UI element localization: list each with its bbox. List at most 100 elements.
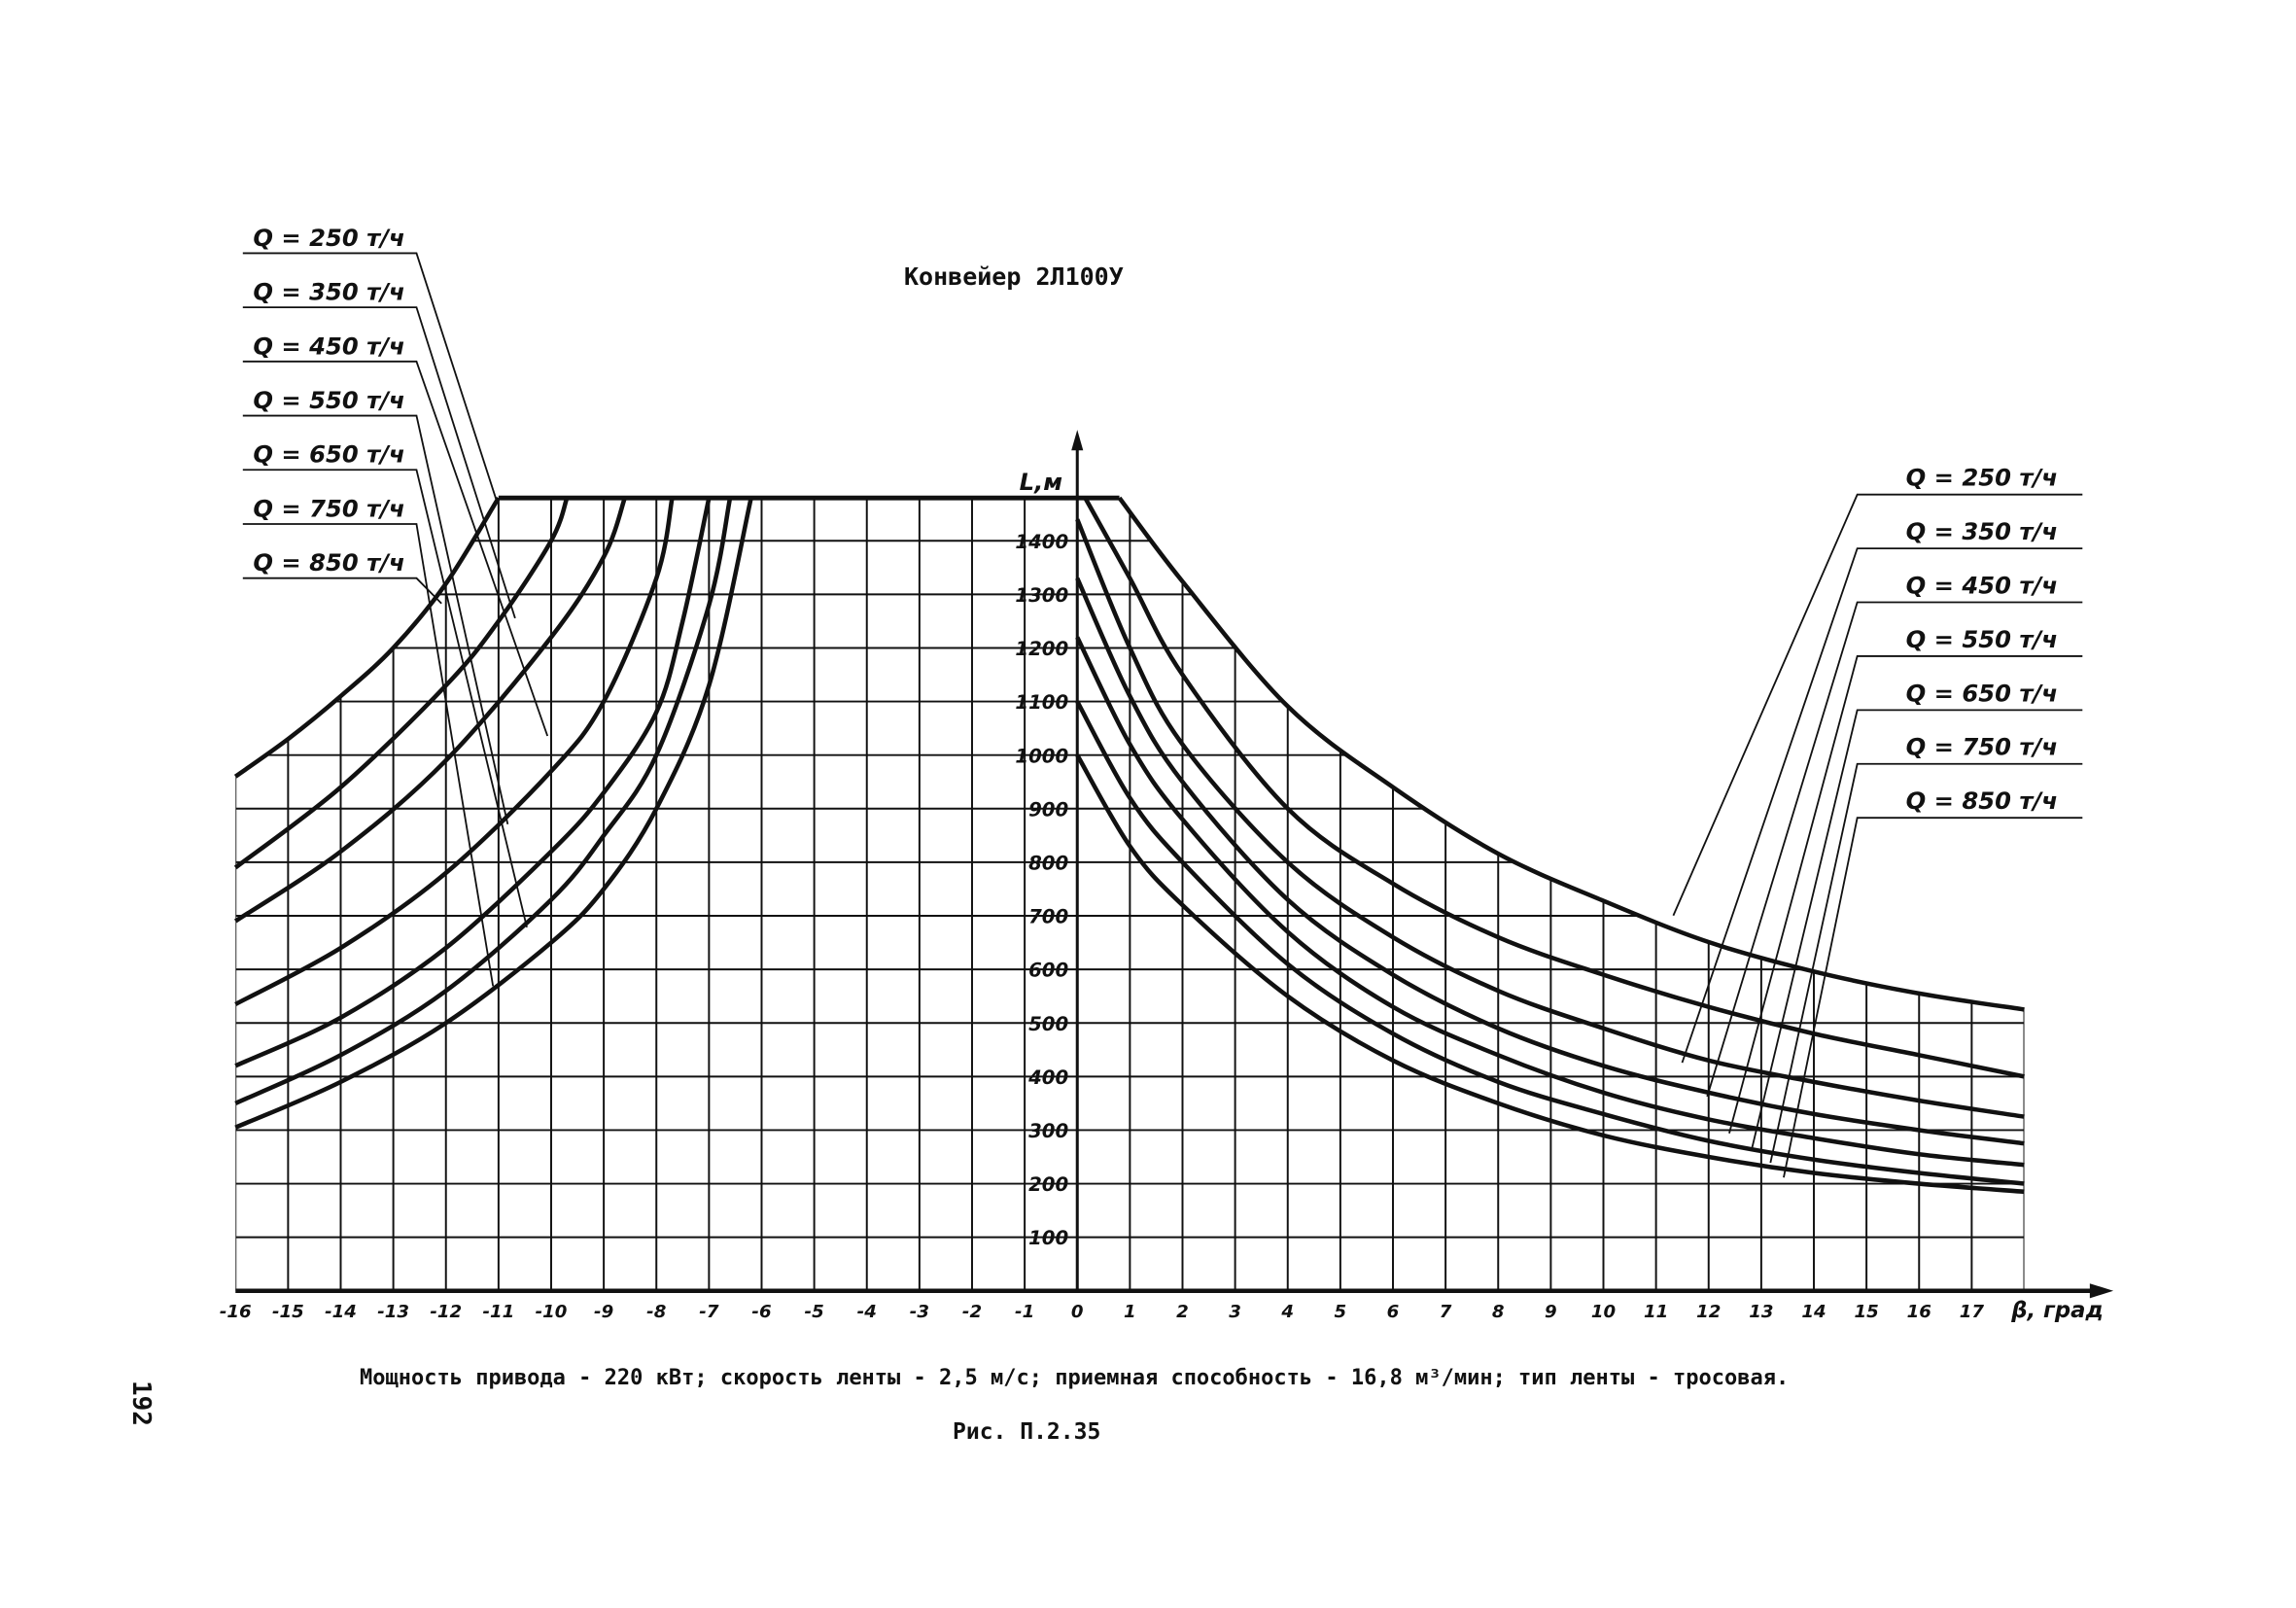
x-tick-label: 12 xyxy=(1696,1302,1721,1322)
x-tick-label: 3 xyxy=(1229,1302,1241,1322)
legend-label-left: Q = 750 т/ч xyxy=(253,495,404,522)
x-tick-label: 0 xyxy=(1071,1302,1084,1322)
legend-label-right: Q = 850 т/ч xyxy=(1906,787,2058,815)
chart-caption: Мощность привода - 220 кВт; скорость лен… xyxy=(360,1366,1790,1390)
x-tick-label: -14 xyxy=(325,1302,357,1322)
x-tick-label: -8 xyxy=(646,1302,666,1322)
x-tick-label: -16 xyxy=(220,1302,252,1322)
x-tick-label: 10 xyxy=(1591,1302,1616,1322)
legend-leader-right xyxy=(1769,762,2083,1164)
y-tick-label: 900 xyxy=(1028,798,1068,821)
series-line-left xyxy=(233,497,627,924)
series-line-left xyxy=(233,497,570,870)
legend-leader-left xyxy=(242,414,509,825)
y-axis-arrow xyxy=(1071,430,1084,451)
y-tick-label: 1200 xyxy=(1015,638,1068,660)
legend-label-left: Q = 550 т/ч xyxy=(253,387,404,414)
legend-leader-right xyxy=(1728,655,2083,1135)
legend-leader-left xyxy=(242,469,528,928)
y-tick-label: 1300 xyxy=(1015,584,1068,607)
series-line-right xyxy=(1083,497,2025,1079)
x-tick-label: 4 xyxy=(1280,1302,1294,1322)
series-line-right xyxy=(1075,753,2025,1195)
series-line-right xyxy=(1075,577,2025,1146)
series-line-left xyxy=(233,496,501,779)
x-tick-label: 1 xyxy=(1124,1302,1136,1322)
series-line-left xyxy=(234,497,675,1006)
x-tick-label: 14 xyxy=(1801,1302,1826,1322)
y-tick-label: 800 xyxy=(1028,852,1068,874)
x-tick-label: -5 xyxy=(805,1302,824,1322)
labels: -16 -15 -14 -13 -12 -11 -10 -9 -8 -7 -6 -5 -4 -3 -2 -1 0… xyxy=(220,225,2104,1323)
x-tick-label: -10 xyxy=(536,1302,568,1322)
series-line-left xyxy=(234,497,733,1105)
legend-leader-right xyxy=(1706,601,2083,1098)
curves xyxy=(233,495,2025,1195)
x-tick-label: 6 xyxy=(1387,1302,1400,1322)
x-tick-label: 17 xyxy=(1960,1302,1985,1322)
x-tick-label: 13 xyxy=(1749,1302,1773,1322)
x-tick-label: -3 xyxy=(910,1302,929,1322)
legend-label-left: Q = 250 т/ч xyxy=(253,225,404,252)
x-tick-label: -11 xyxy=(482,1302,514,1322)
x-tick-label: -9 xyxy=(594,1302,613,1322)
x-tick-label: -15 xyxy=(272,1302,304,1322)
x-tick-label: 2 xyxy=(1176,1302,1189,1322)
x-tick-label: -4 xyxy=(857,1302,877,1322)
legend-leader-left xyxy=(242,523,495,987)
series-line-right xyxy=(1075,636,2025,1168)
legend-label-left: Q = 350 т/ч xyxy=(253,279,404,306)
legend-label-right: Q = 450 т/ч xyxy=(1906,572,2058,599)
x-tick-label: -1 xyxy=(1015,1302,1034,1322)
x-tick-label: -12 xyxy=(430,1302,462,1322)
x-tick-label: 8 xyxy=(1492,1302,1505,1322)
legend-leader-right xyxy=(1681,547,2083,1064)
legend-leader-right xyxy=(1750,709,2083,1152)
x-tick-label: -2 xyxy=(962,1302,982,1322)
y-tick-label: 1100 xyxy=(1015,691,1068,714)
figure-label: Рис. П.2.35 xyxy=(953,1419,1101,1445)
chart-title: Конвейер 2Л100У xyxy=(904,262,1124,291)
y-tick-label: 1400 xyxy=(1015,531,1068,553)
x-tick-label: 11 xyxy=(1644,1302,1668,1322)
x-tick-label: 15 xyxy=(1854,1302,1878,1322)
y-tick-label: 300 xyxy=(1028,1120,1068,1142)
legend-label-right: Q = 750 т/ч xyxy=(1906,734,2058,761)
series-line-left xyxy=(234,497,753,1130)
legend-label-left: Q = 450 т/ч xyxy=(253,332,404,360)
y-tick-label: 500 xyxy=(1028,1013,1068,1035)
legend-label-left: Q = 650 т/ч xyxy=(253,441,404,469)
legend-leader-left xyxy=(242,360,549,737)
legend-leader-left xyxy=(242,306,516,619)
legend-label-right: Q = 550 т/ч xyxy=(1906,626,2058,653)
x-tick-label: -7 xyxy=(699,1302,719,1322)
legend-leader-left xyxy=(242,577,442,605)
x-axis-label: β, град xyxy=(2010,1298,2104,1323)
series-line-right xyxy=(1075,518,2025,1119)
legend-leader-right xyxy=(1783,817,2083,1178)
axes xyxy=(235,430,2114,1299)
x-tick-label: 16 xyxy=(1907,1302,1931,1322)
x-tick-label: 7 xyxy=(1440,1302,1452,1322)
legend-label-right: Q = 650 т/ч xyxy=(1906,680,2058,707)
y-tick-label: 700 xyxy=(1028,906,1068,928)
legend-leaders xyxy=(242,252,2083,1178)
y-tick-label: 100 xyxy=(1028,1227,1068,1249)
legend-label-left: Q = 850 т/ч xyxy=(253,549,404,577)
y-tick-label: 400 xyxy=(1027,1066,1068,1089)
y-axis-label: L,м xyxy=(1020,469,1062,496)
x-tick-label: 5 xyxy=(1335,1302,1347,1322)
series-line-right xyxy=(1117,496,2025,1012)
y-tick-label: 600 xyxy=(1028,960,1068,982)
legend-label-right: Q = 250 т/ч xyxy=(1906,465,2058,492)
series-line-left xyxy=(234,497,712,1068)
y-tick-label: 200 xyxy=(1028,1173,1068,1196)
legend-leader-left xyxy=(242,252,499,505)
x-tick-label: -13 xyxy=(377,1302,409,1322)
y-tick-label: 1000 xyxy=(1015,745,1068,767)
legend-leader-right xyxy=(1672,493,2083,917)
x-tick-label: -6 xyxy=(751,1302,771,1322)
x-axis-arrow xyxy=(2089,1283,2114,1299)
legend-label-right: Q = 350 т/ч xyxy=(1906,518,2058,545)
